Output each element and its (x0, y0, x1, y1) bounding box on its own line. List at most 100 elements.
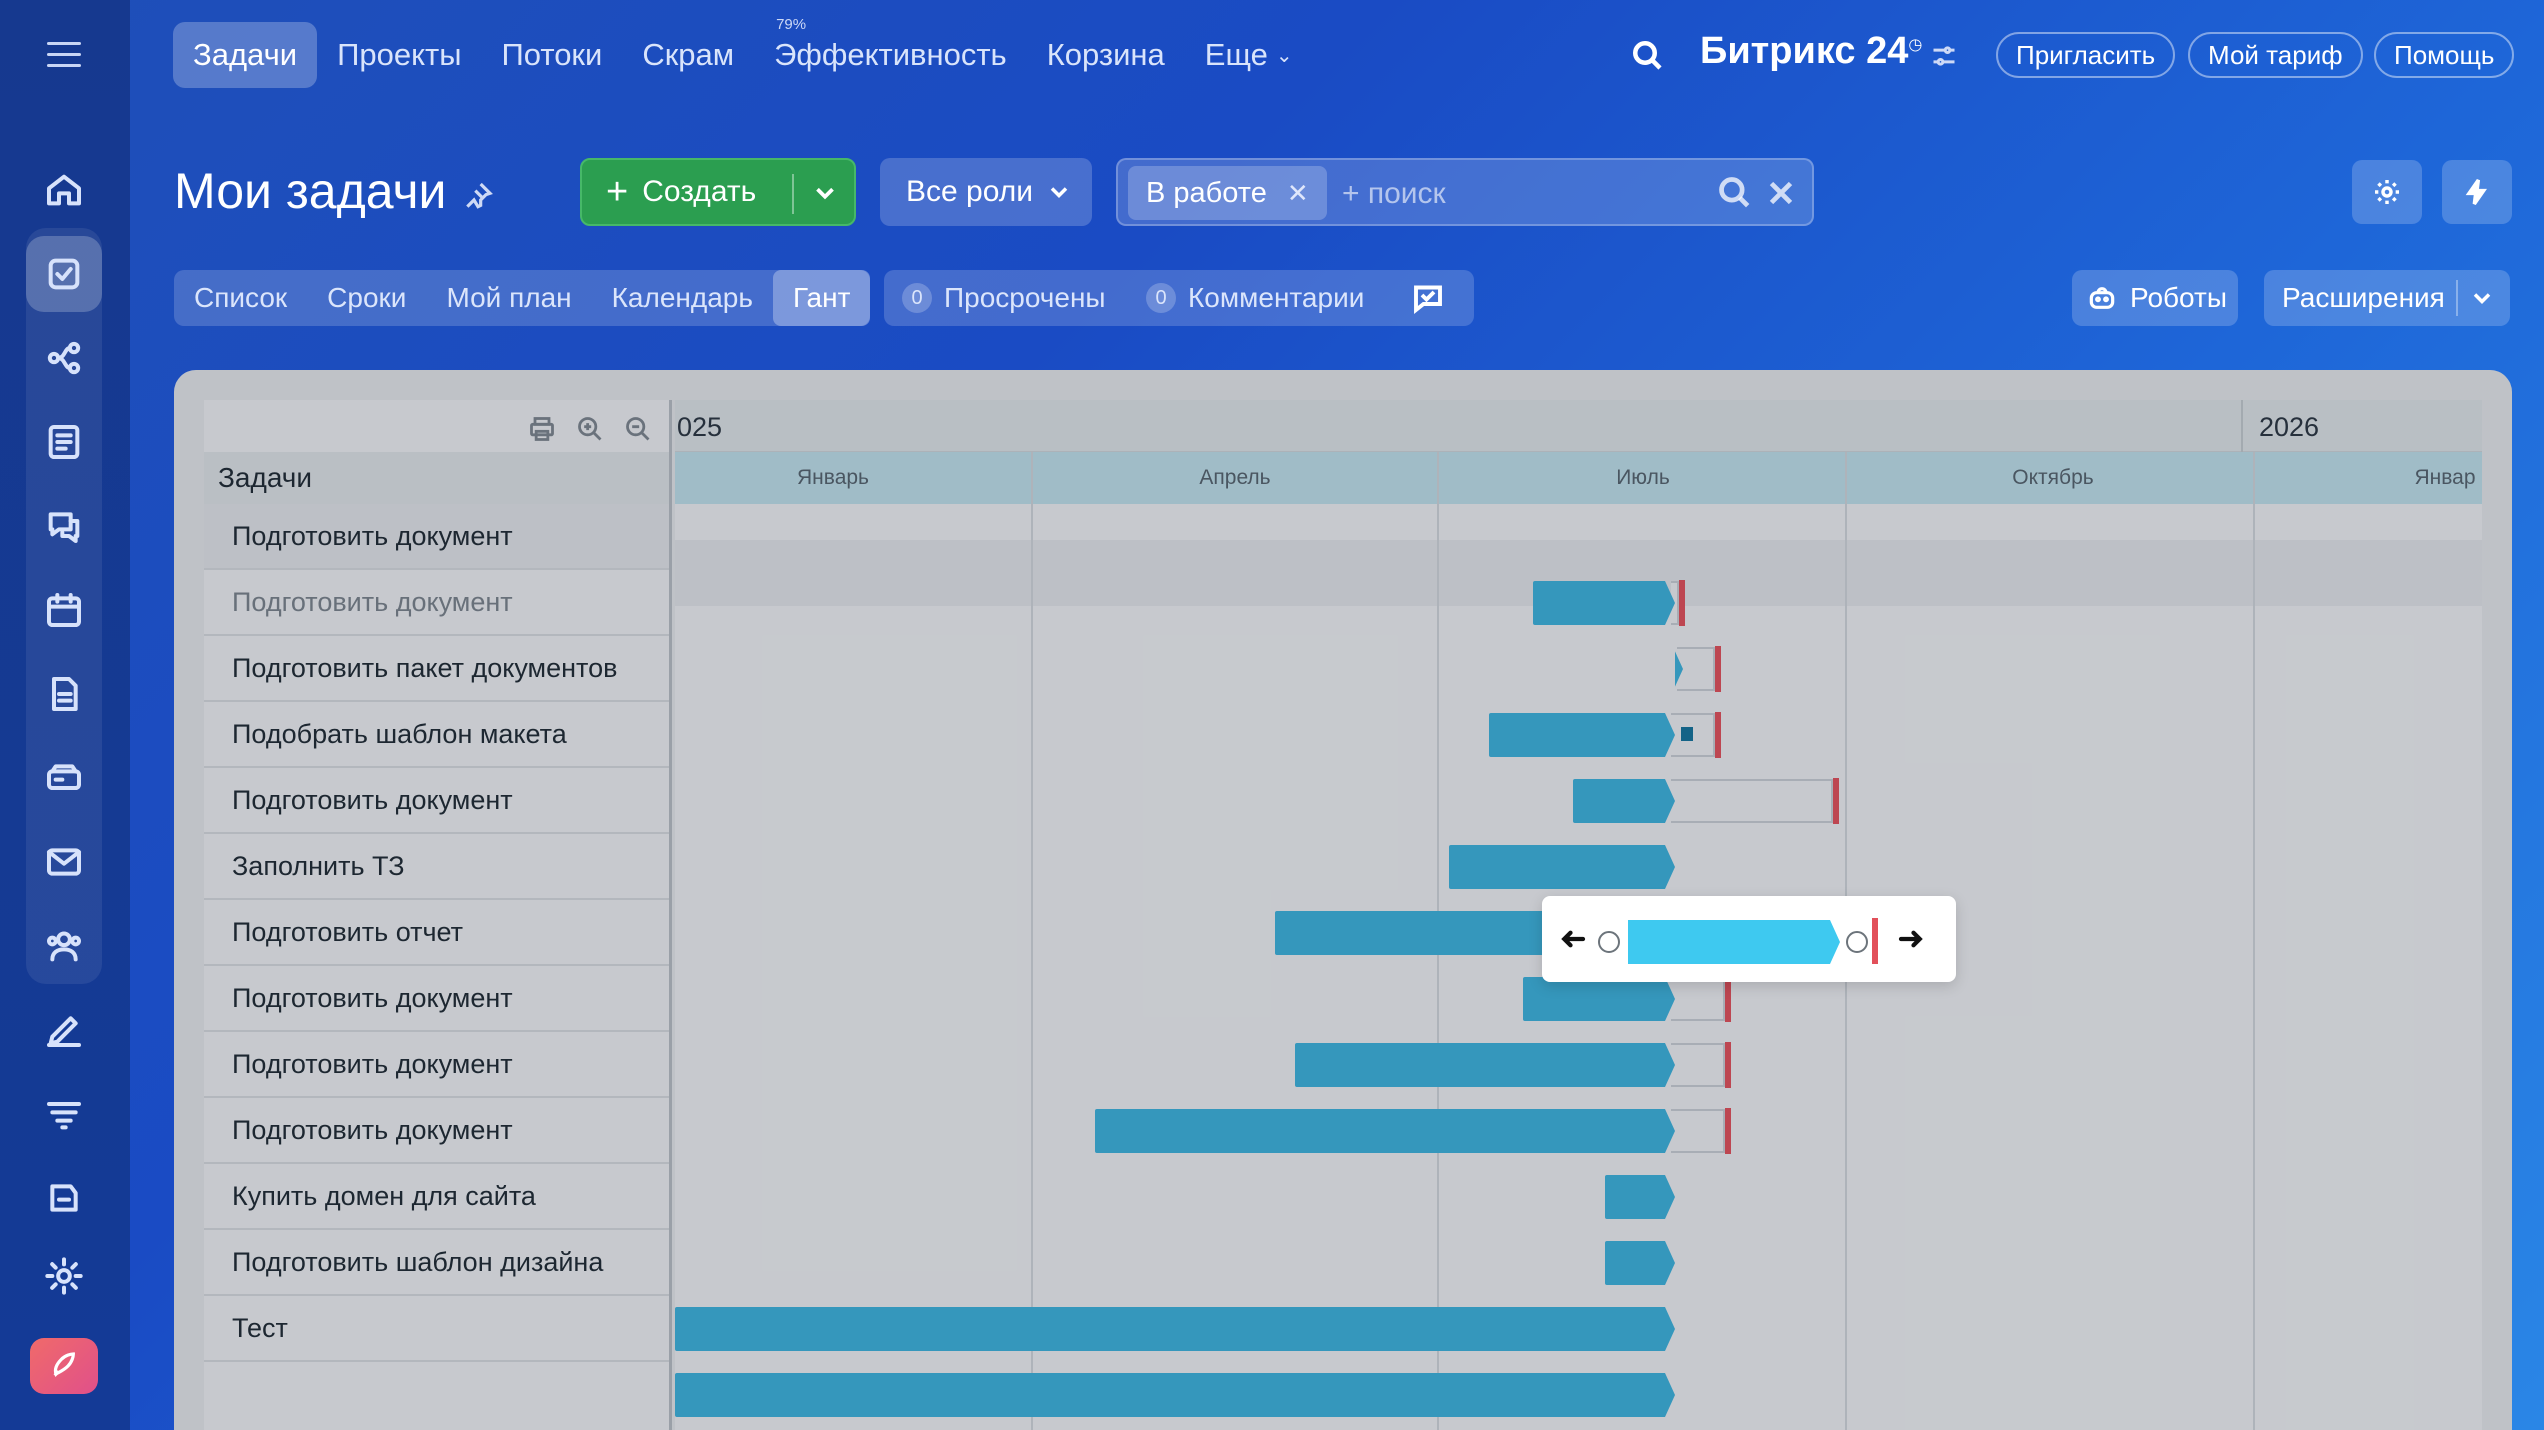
create-button[interactable]: + Создать (580, 158, 856, 226)
clear-icon[interactable] (1762, 174, 1800, 212)
task-row[interactable]: Подготовить документ (204, 570, 669, 636)
task-row[interactable]: Заполнить ТЗ (204, 834, 669, 900)
task-list-column: Задачи Подготовить документ Подготовить д… (204, 400, 672, 1430)
task-title: Подготовить документ (232, 982, 513, 1013)
extensions-button[interactable]: Расширения (2264, 270, 2510, 326)
tab-label: Мой план (446, 282, 572, 313)
nav-trash[interactable]: Корзина (1027, 22, 1185, 88)
selected-task-bar[interactable] (1542, 896, 1956, 982)
task-row[interactable]: Подготовить документ (204, 768, 669, 834)
tab-gantt[interactable]: Гант (772, 270, 871, 326)
tab-list[interactable]: Список (174, 270, 307, 326)
task-row[interactable]: Тест (204, 1296, 669, 1362)
overdue-counter[interactable]: 0 Просрочены (902, 270, 1106, 326)
task-bar[interactable] (1675, 647, 1683, 691)
read-all-icon[interactable] (1410, 280, 1446, 316)
robots-button[interactable]: Роботы (2072, 270, 2238, 326)
task-row[interactable]: Подготовить документ (204, 966, 669, 1032)
task-bar[interactable] (1489, 713, 1675, 757)
task-bar[interactable] (1295, 1043, 1675, 1087)
task-bar[interactable] (1628, 920, 1840, 964)
tab-deadlines[interactable]: Сроки (307, 270, 426, 326)
print-icon[interactable] (527, 414, 557, 444)
task-bar[interactable] (1573, 779, 1675, 823)
task-row[interactable]: Купить домен для сайта (204, 1164, 669, 1230)
rocket-icon[interactable] (30, 1338, 98, 1394)
tab-my-plan[interactable]: Мой план (426, 270, 591, 326)
drive-icon[interactable] (26, 740, 102, 816)
nav-more[interactable]: Еще ⌄ (1185, 22, 1313, 88)
comments-counter[interactable]: 0 Комментарии (1146, 270, 1364, 326)
task-bar[interactable] (1095, 1109, 1675, 1153)
task-bar[interactable] (1523, 977, 1675, 1021)
team-icon[interactable] (26, 908, 102, 984)
gear-icon[interactable] (2352, 160, 2422, 224)
task-row[interactable]: Подготовить шаблон дизайна (204, 1230, 669, 1296)
store-icon[interactable] (26, 1160, 102, 1236)
calendar-icon[interactable] (26, 572, 102, 648)
search-icon[interactable] (1630, 38, 1666, 74)
tab-label: Сроки (327, 282, 407, 313)
task-row[interactable]: Подготовить документ (204, 504, 669, 570)
progress-marker[interactable] (1681, 727, 1693, 741)
task-row[interactable]: Подобрать шаблон макета (204, 702, 669, 768)
deadline-marker (1715, 712, 1721, 758)
nav-tasks[interactable]: Задачи (173, 22, 318, 88)
task-bar[interactable] (675, 1307, 1675, 1351)
settings-icon[interactable] (26, 1238, 102, 1314)
end-handle[interactable] (1846, 931, 1868, 953)
task-bar[interactable] (1605, 1241, 1675, 1285)
task-bar[interactable] (675, 1373, 1675, 1417)
task-row[interactable]: Подготовить документ (204, 1098, 669, 1164)
sliders-icon[interactable] (1930, 42, 1958, 70)
filter-tag[interactable]: В работе ✕ (1128, 166, 1327, 220)
tasks-icon[interactable] (26, 236, 102, 312)
deadline-marker (1725, 1108, 1731, 1154)
month-label: Октябрь (2012, 466, 2094, 489)
lightning-icon[interactable] (2442, 160, 2512, 224)
chevron-down-icon[interactable] (810, 178, 840, 208)
chevron-down-icon[interactable] (2468, 284, 2496, 312)
zoom-in-icon[interactable] (575, 414, 605, 444)
nav-label: Еще (1204, 37, 1268, 72)
news-icon[interactable] (26, 404, 102, 480)
flows-icon[interactable] (26, 320, 102, 396)
chat-icon[interactable] (26, 488, 102, 564)
start-handle[interactable] (1598, 931, 1620, 953)
task-bar[interactable] (1605, 1175, 1675, 1219)
pin-icon[interactable] (462, 180, 494, 212)
tariff-button[interactable]: Мой тариф (2188, 32, 2363, 78)
nav-efficiency[interactable]: 79% Эффективность (754, 16, 1027, 88)
document-icon[interactable] (26, 656, 102, 732)
home-icon[interactable] (26, 152, 102, 228)
menu-icon[interactable] (47, 42, 81, 70)
invite-button[interactable]: Пригласить (1996, 32, 2176, 78)
search-icon[interactable] (1716, 174, 1754, 212)
mail-icon[interactable] (26, 824, 102, 900)
task-title: Подготовить шаблон дизайна (232, 1246, 604, 1277)
task-row[interactable]: Подготовить пакет документов (204, 636, 669, 702)
filter-search-box[interactable]: В работе ✕ (1116, 158, 1814, 226)
help-button[interactable]: Помощь (2374, 32, 2515, 78)
nav-scrum[interactable]: Скрам (622, 22, 754, 88)
chevron-down-icon (1050, 187, 1068, 198)
roles-dropdown[interactable]: Все роли (880, 158, 1092, 226)
task-bar[interactable] (1533, 581, 1675, 625)
help-label: Помощь (2394, 39, 2495, 70)
month-label: Январь (797, 466, 869, 489)
sign-icon[interactable] (26, 992, 102, 1068)
search-input[interactable] (1342, 174, 1702, 214)
left-sidebar (0, 0, 130, 1430)
task-bar[interactable] (1449, 845, 1675, 889)
nav-projects[interactable]: Проекты (317, 22, 481, 88)
task-row[interactable]: Подготовить отчет (204, 900, 669, 966)
arrow-left-icon[interactable] (1558, 924, 1588, 954)
zoom-out-icon[interactable] (623, 414, 653, 444)
brand-logo[interactable]: Битрикс 24◷ (1700, 30, 1922, 73)
task-row[interactable]: Подготовить документ (204, 1032, 669, 1098)
arrow-right-icon[interactable] (1896, 924, 1926, 954)
filter-stack-icon[interactable] (26, 1076, 102, 1152)
close-icon[interactable]: ✕ (1286, 177, 1309, 208)
tab-calendar[interactable]: Календарь (592, 270, 773, 326)
nav-flows[interactable]: Потоки (482, 22, 623, 88)
